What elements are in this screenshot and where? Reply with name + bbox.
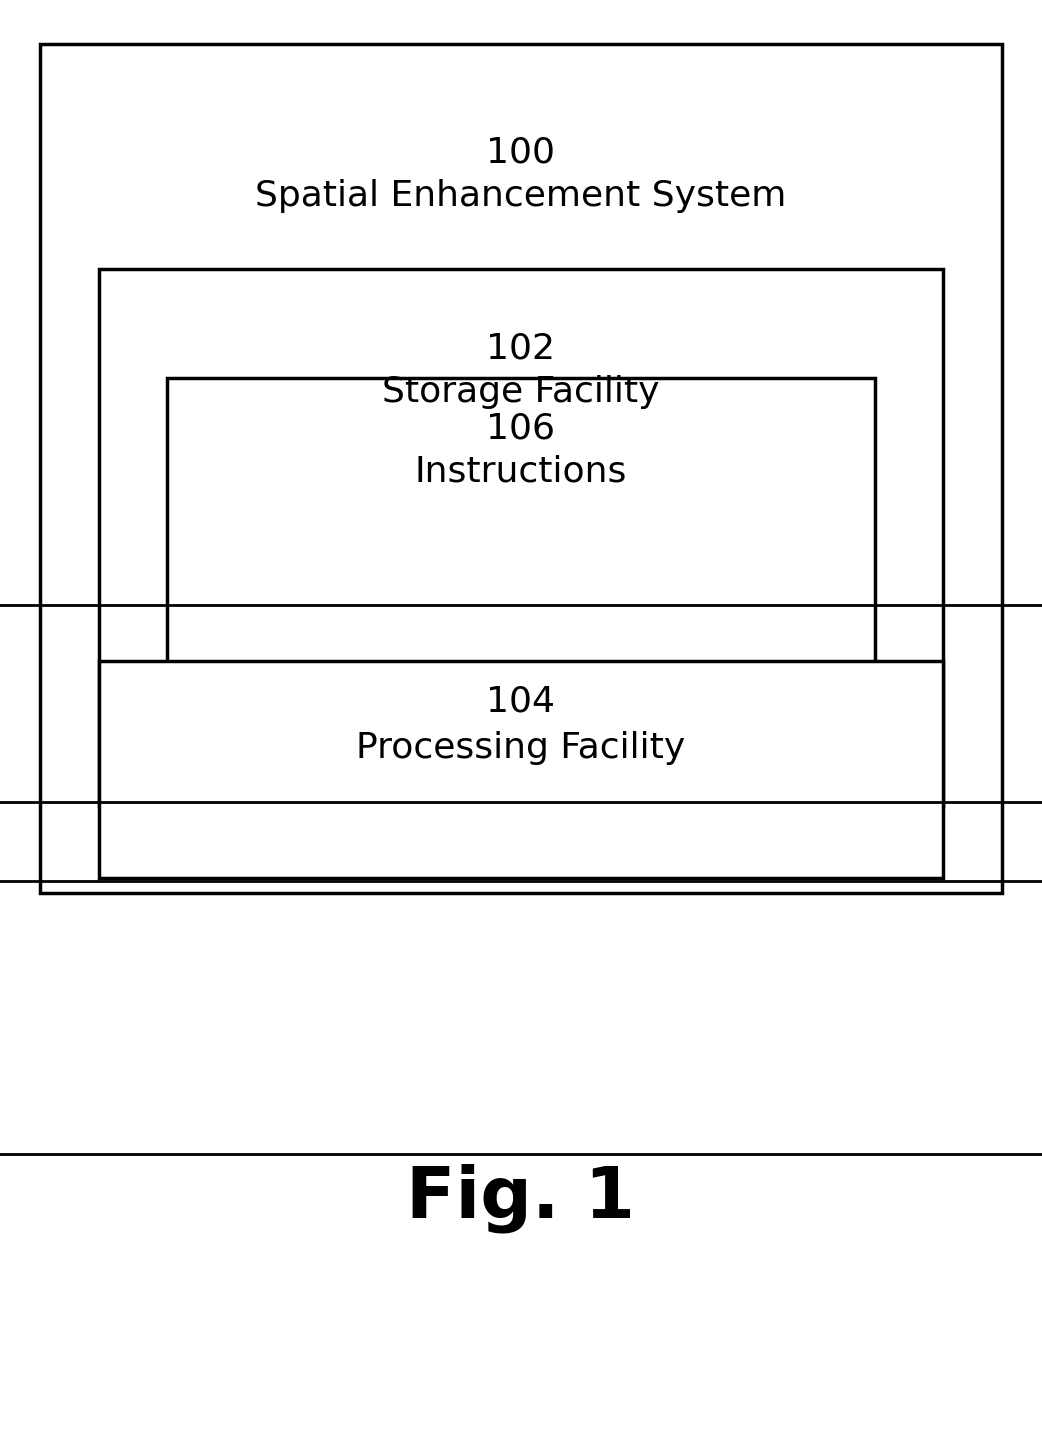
Bar xyxy=(99,269,943,806)
Text: Spatial Enhancement System: Spatial Enhancement System xyxy=(255,179,787,213)
Text: Fig. 1: Fig. 1 xyxy=(406,1163,636,1233)
Bar xyxy=(167,378,875,711)
Bar xyxy=(99,661,943,878)
Text: 102: 102 xyxy=(487,331,555,366)
Text: 100: 100 xyxy=(487,135,555,170)
Text: Instructions: Instructions xyxy=(415,454,627,489)
Text: 104: 104 xyxy=(487,684,555,719)
Text: 106: 106 xyxy=(487,411,555,446)
Text: Storage Facility: Storage Facility xyxy=(382,375,660,409)
Text: Processing Facility: Processing Facility xyxy=(356,730,686,765)
Bar xyxy=(40,44,1002,893)
